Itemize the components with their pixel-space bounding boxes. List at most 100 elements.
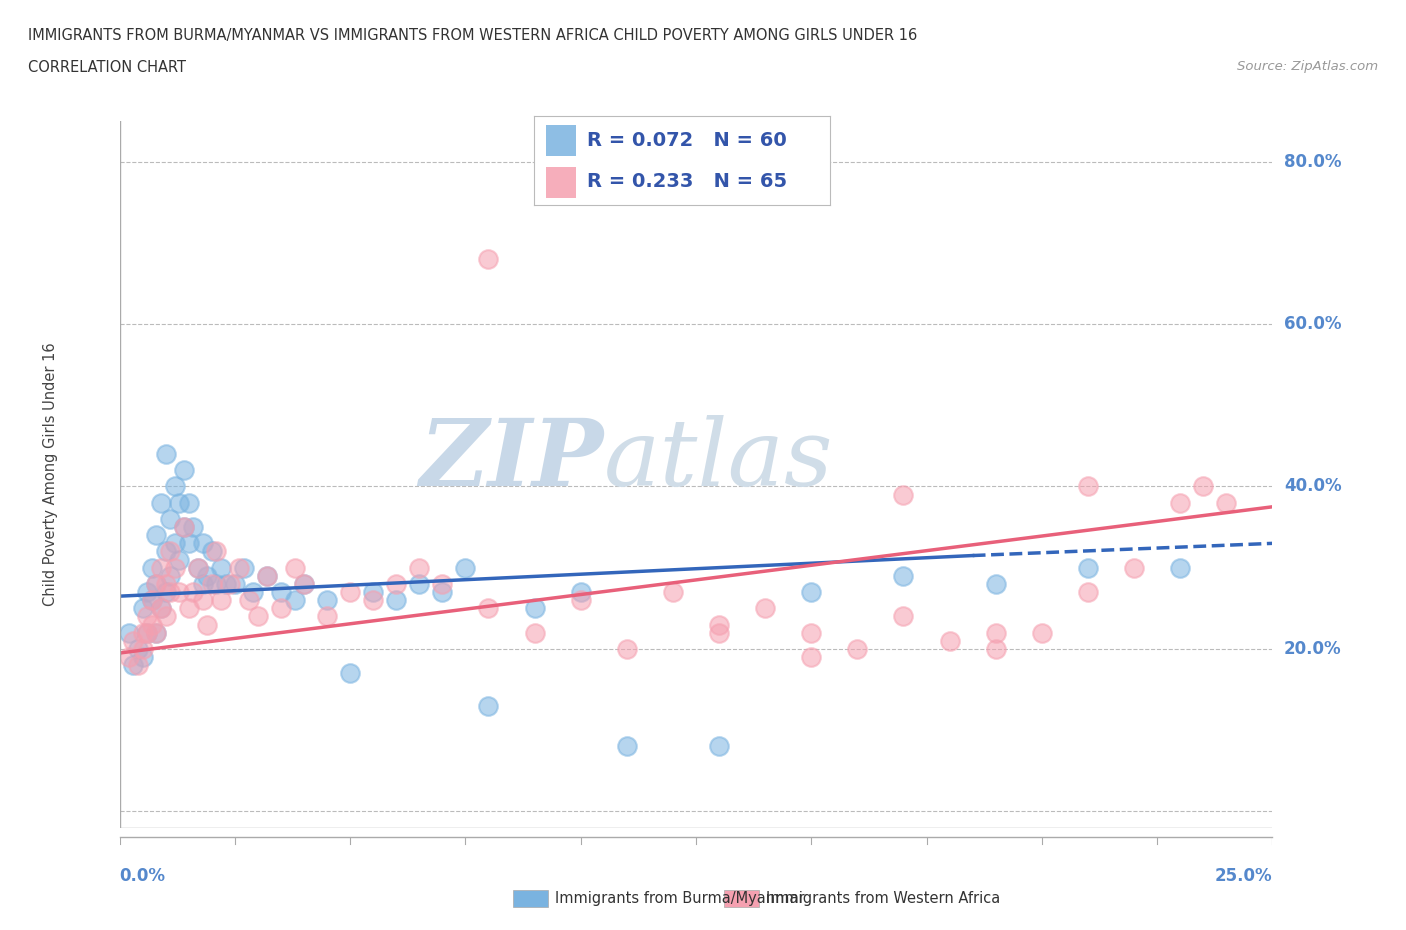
Point <box>150 560 173 575</box>
Point <box>136 585 159 600</box>
Point <box>1077 479 1099 494</box>
Point <box>238 592 260 607</box>
Point <box>339 666 361 681</box>
Text: R = 0.233   N = 65: R = 0.233 N = 65 <box>588 172 787 192</box>
Point <box>893 487 915 502</box>
Text: Immigrants from Burma/Myanmar: Immigrants from Burma/Myanmar <box>555 891 804 906</box>
Point <box>800 625 823 640</box>
Point <box>195 568 218 583</box>
Point <box>339 585 361 600</box>
Point <box>1168 560 1191 575</box>
Text: 0.0%: 0.0% <box>120 867 166 884</box>
Point <box>1168 496 1191 511</box>
Point <box>209 592 232 607</box>
Point <box>477 601 499 616</box>
Text: Immigrants from Western Africa: Immigrants from Western Africa <box>766 891 1001 906</box>
Text: atlas: atlas <box>603 415 834 505</box>
Point <box>616 739 638 754</box>
Point <box>846 642 869 657</box>
Text: IMMIGRANTS FROM BURMA/MYANMAR VS IMMIGRANTS FROM WESTERN AFRICA CHILD POVERTY AM: IMMIGRANTS FROM BURMA/MYANMAR VS IMMIGRA… <box>28 28 917 43</box>
Point <box>177 536 200 551</box>
Point <box>454 560 477 575</box>
Point <box>163 536 186 551</box>
Point <box>984 625 1007 640</box>
Point <box>131 642 153 657</box>
Point <box>145 625 167 640</box>
Point <box>150 496 173 511</box>
Point <box>523 625 546 640</box>
Point <box>361 585 384 600</box>
Point <box>155 446 177 461</box>
Point <box>432 577 454 591</box>
Point <box>145 528 167 543</box>
Point <box>145 577 167 591</box>
Text: CORRELATION CHART: CORRELATION CHART <box>28 60 186 75</box>
Point <box>984 642 1007 657</box>
Point <box>187 560 209 575</box>
Point <box>141 592 163 607</box>
Point <box>284 560 307 575</box>
Point <box>1123 560 1146 575</box>
Point <box>316 609 339 624</box>
Point <box>201 577 224 591</box>
Point <box>292 577 315 591</box>
Text: 80.0%: 80.0% <box>1284 153 1341 170</box>
Point <box>191 592 214 607</box>
Point <box>118 625 141 640</box>
Point <box>707 739 730 754</box>
Point <box>201 544 224 559</box>
Point <box>984 577 1007 591</box>
Point <box>122 633 145 648</box>
Point <box>131 625 153 640</box>
Point <box>155 544 177 559</box>
Point <box>205 544 228 559</box>
Point <box>127 658 149 672</box>
Text: 25.0%: 25.0% <box>1215 867 1272 884</box>
Point <box>155 577 177 591</box>
Point <box>159 544 181 559</box>
Text: 60.0%: 60.0% <box>1284 315 1341 333</box>
Point <box>893 609 915 624</box>
Point <box>385 577 408 591</box>
Point <box>228 560 250 575</box>
Point <box>270 601 292 616</box>
Point <box>477 252 499 267</box>
Point <box>191 577 214 591</box>
Text: ZIP: ZIP <box>419 415 603 505</box>
Point <box>145 577 167 591</box>
Point <box>385 592 408 607</box>
Point <box>136 609 159 624</box>
Point <box>191 536 214 551</box>
Point <box>173 520 195 535</box>
Text: R = 0.072   N = 60: R = 0.072 N = 60 <box>588 130 787 150</box>
Point <box>131 601 153 616</box>
Point <box>173 463 195 478</box>
Point <box>214 577 236 591</box>
Point <box>224 577 246 591</box>
Point <box>155 585 177 600</box>
Point <box>256 568 278 583</box>
Point <box>181 520 204 535</box>
Point <box>150 601 173 616</box>
Point <box>136 625 159 640</box>
Point <box>177 601 200 616</box>
Point <box>408 560 430 575</box>
Point <box>118 650 141 665</box>
Point <box>187 560 209 575</box>
Point <box>662 585 685 600</box>
Point <box>177 496 200 511</box>
Point <box>242 585 264 600</box>
Point <box>136 625 159 640</box>
Point <box>938 633 960 648</box>
Point <box>893 568 915 583</box>
Point <box>754 601 776 616</box>
Point <box>141 592 163 607</box>
Point <box>205 577 228 591</box>
Point <box>1031 625 1053 640</box>
Point <box>141 560 163 575</box>
Point <box>477 698 499 713</box>
Point <box>1077 560 1099 575</box>
Point <box>209 560 232 575</box>
Point <box>155 609 177 624</box>
Point <box>432 585 454 600</box>
